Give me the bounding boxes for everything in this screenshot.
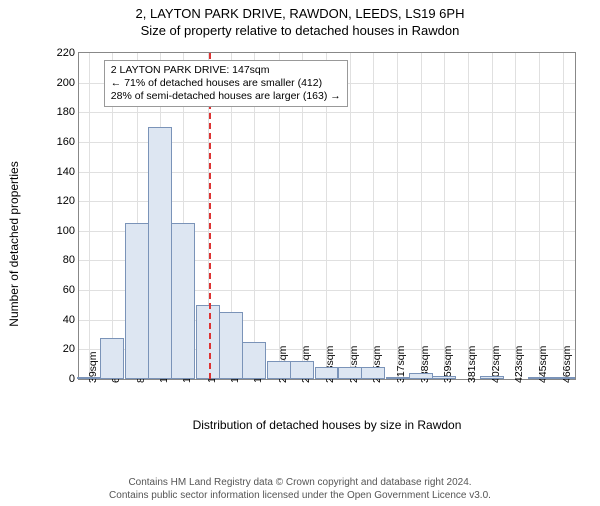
page-title-line1: 2, LAYTON PARK DRIVE, RAWDON, LEEDS, LS1… [0, 6, 600, 21]
gridline-vertical [539, 53, 540, 379]
footer: Contains HM Land Registry data © Crown c… [0, 476, 600, 502]
histogram-bar [551, 377, 575, 379]
annotation-box: 2 LAYTON PARK DRIVE: 147sqm← 71% of deta… [104, 60, 348, 107]
histogram-bar [125, 223, 149, 379]
histogram-bar [242, 342, 266, 379]
footer-line1: Contains HM Land Registry data © Crown c… [0, 476, 600, 489]
x-axis-label: Distribution of detached houses by size … [193, 418, 462, 432]
gridline-vertical [89, 53, 90, 379]
y-tick-label: 60 [63, 284, 79, 296]
histogram-bar [148, 127, 172, 379]
histogram-bar [267, 361, 291, 379]
gridline-vertical [397, 53, 398, 379]
histogram-bar [77, 377, 101, 379]
gridline-vertical [515, 53, 516, 379]
histogram-bar [361, 367, 385, 379]
y-tick-label: 80 [63, 254, 79, 266]
gridline-vertical [373, 53, 374, 379]
page-title-line2: Size of property relative to detached ho… [0, 23, 600, 38]
histogram-bar [171, 223, 195, 379]
plot-area: Distribution of detached houses by size … [78, 52, 576, 380]
gridline-vertical [492, 53, 493, 379]
gridline-vertical [444, 53, 445, 379]
gridline-vertical [350, 53, 351, 379]
footer-line2: Contains public sector information licen… [0, 489, 600, 502]
histogram-bar [409, 373, 433, 379]
histogram-bar [315, 367, 339, 379]
gridline-vertical [563, 53, 564, 379]
x-tick-label: 381sqm [466, 346, 478, 383]
histogram-bar [528, 377, 552, 379]
y-tick-label: 100 [57, 225, 79, 237]
x-tick-label: 423sqm [513, 346, 525, 383]
annotation-line: 2 LAYTON PARK DRIVE: 147sqm [111, 64, 341, 77]
y-tick-label: 120 [57, 195, 79, 207]
histogram-bar [219, 312, 243, 379]
annotation-line: 28% of semi-detached houses are larger (… [111, 90, 341, 103]
annotation-line: ← 71% of detached houses are smaller (41… [111, 77, 341, 90]
gridline-vertical [468, 53, 469, 379]
histogram-bar [480, 376, 504, 379]
y-tick-label: 20 [63, 343, 79, 355]
histogram-bar [290, 361, 314, 379]
chart-container: Number of detached properties Distributi… [34, 52, 586, 436]
y-tick-label: 180 [57, 106, 79, 118]
histogram-bar [432, 376, 456, 379]
y-tick-label: 160 [57, 136, 79, 148]
y-axis-label: Number of detached properties [7, 161, 21, 326]
y-tick-label: 200 [57, 77, 79, 89]
y-tick-label: 0 [69, 373, 79, 385]
y-tick-label: 40 [63, 314, 79, 326]
histogram-bar [386, 377, 410, 379]
y-tick-label: 140 [57, 166, 79, 178]
y-tick-label: 220 [57, 47, 79, 59]
gridline-vertical [421, 53, 422, 379]
histogram-bar [100, 338, 124, 379]
histogram-bar [196, 305, 220, 379]
histogram-bar [338, 367, 362, 379]
